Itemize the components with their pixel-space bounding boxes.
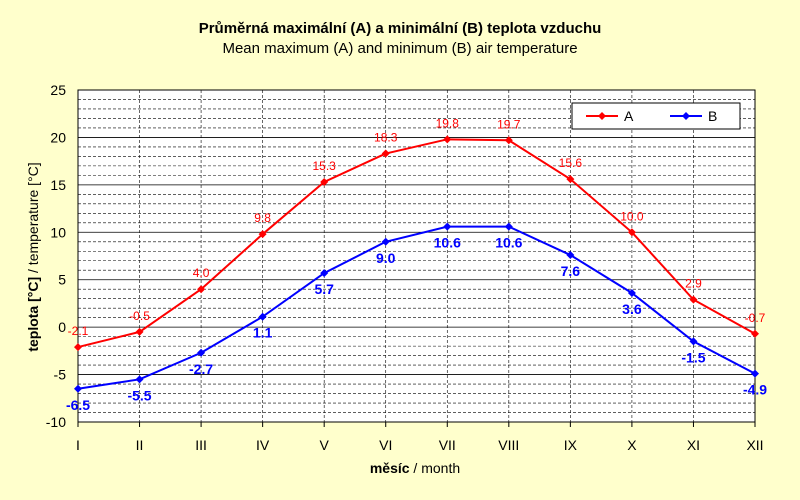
x-tick-label: V bbox=[320, 437, 330, 453]
data-point-A bbox=[135, 327, 144, 336]
x-tick-label: XI bbox=[687, 437, 700, 453]
data-point-B bbox=[381, 237, 390, 246]
data-label-B: 3.6 bbox=[622, 301, 642, 317]
y-tick-label: 5 bbox=[58, 272, 66, 288]
x-axis-title-rest: / month bbox=[410, 460, 461, 476]
data-label-B: -1.5 bbox=[681, 349, 705, 365]
data-label-B: 5.7 bbox=[314, 281, 334, 297]
series-line-A bbox=[77, 138, 756, 349]
legend-label-B: B bbox=[708, 108, 717, 124]
y-axis-title: teplota [°C] / temperature [°C] bbox=[25, 162, 41, 351]
y-tick-label: -10 bbox=[46, 414, 66, 430]
data-point-A bbox=[381, 149, 390, 158]
data-label-A: 4.0 bbox=[193, 266, 210, 280]
x-axis-title-bold: měsíc bbox=[370, 460, 410, 476]
data-label-A: -0.7 bbox=[745, 311, 766, 325]
data-labels: -2.1 -0.5 4.0 9.8 15.3 18.3 19.8 19.7 15.6 10.0 2.… bbox=[66, 116, 767, 412]
data-point-B bbox=[320, 269, 329, 278]
data-point-A bbox=[443, 135, 452, 144]
x-tick-label: VIII bbox=[498, 437, 519, 453]
y-axis-title-rest: / temperature [°C] bbox=[25, 162, 41, 277]
data-label-A: 10.0 bbox=[620, 209, 644, 223]
data-point-B bbox=[689, 337, 698, 346]
legend-marker-B bbox=[682, 112, 690, 120]
data-label-B: 1.1 bbox=[253, 325, 273, 341]
x-tick-label: I bbox=[76, 437, 80, 453]
data-point-A bbox=[258, 230, 267, 239]
data-label-A: 2.9 bbox=[685, 277, 702, 291]
series-layer bbox=[74, 135, 759, 393]
x-tick-label: II bbox=[136, 437, 144, 453]
legend-marker-A bbox=[598, 112, 606, 120]
plot-area bbox=[78, 90, 755, 422]
data-label-A: 15.3 bbox=[313, 159, 337, 173]
data-point-A bbox=[504, 136, 513, 145]
data-point-A bbox=[74, 343, 82, 352]
data-label-A: 19.7 bbox=[497, 117, 521, 131]
data-point-B bbox=[74, 384, 82, 393]
data-point-B bbox=[197, 348, 206, 357]
y-tick-label: 15 bbox=[50, 177, 66, 193]
x-tick-label: VII bbox=[439, 437, 456, 453]
chart-title: Průměrná maximální (A) a minimální (B) t… bbox=[198, 20, 602, 37]
data-label-A: 18.3 bbox=[374, 131, 398, 145]
data-point-B bbox=[443, 222, 452, 231]
data-point-B bbox=[258, 312, 267, 321]
data-point-A bbox=[751, 329, 759, 338]
x-tick-label: X bbox=[627, 437, 637, 453]
series-line-B bbox=[77, 225, 756, 390]
data-label-B: 10.6 bbox=[434, 235, 461, 251]
data-label-B: 10.6 bbox=[495, 235, 522, 251]
data-label-A: -0.5 bbox=[129, 309, 150, 323]
data-label-A: -2.1 bbox=[68, 324, 89, 338]
x-tick-label: III bbox=[195, 437, 207, 453]
data-label-A: 19.8 bbox=[436, 116, 460, 130]
data-label-B: -5.5 bbox=[127, 387, 151, 403]
data-label-B: 9.0 bbox=[376, 250, 396, 266]
data-point-A bbox=[689, 295, 698, 304]
data-point-A bbox=[320, 178, 329, 187]
data-label-B: 7.6 bbox=[561, 263, 581, 279]
data-point-A bbox=[197, 285, 206, 294]
data-label-B: -6.5 bbox=[66, 397, 90, 413]
x-tick-label: XII bbox=[746, 437, 763, 453]
y-tick-label: 25 bbox=[50, 82, 66, 98]
y-tick-label: 0 bbox=[58, 319, 66, 335]
y-tick-label: -5 bbox=[54, 367, 67, 383]
data-point-B bbox=[627, 288, 636, 297]
data-label-B: -2.7 bbox=[189, 361, 213, 377]
x-tick-label: IV bbox=[256, 437, 270, 453]
data-label-A: 15.6 bbox=[559, 156, 583, 170]
y-tick-label: 10 bbox=[50, 224, 66, 240]
y-tick-label: 20 bbox=[50, 129, 66, 145]
legend-label-A: A bbox=[624, 108, 634, 124]
x-axis-title: měsíc / month bbox=[370, 460, 460, 476]
data-point-A bbox=[627, 228, 636, 237]
data-point-B bbox=[566, 251, 575, 260]
y-axis-title-bold: teplota [°C] bbox=[25, 277, 41, 352]
data-point-A bbox=[566, 175, 575, 184]
data-point-B bbox=[504, 222, 513, 231]
data-point-B bbox=[135, 375, 144, 384]
data-point-B bbox=[751, 369, 759, 378]
data-label-A: 9.8 bbox=[254, 211, 271, 225]
legend-box bbox=[571, 102, 741, 130]
plot-frame bbox=[77, 89, 756, 423]
chart-subtitle: Mean maximum (A) and minimum (B) air tem… bbox=[222, 40, 578, 57]
x-tick-label: IX bbox=[564, 437, 578, 453]
data-label-B: -4.9 bbox=[743, 382, 767, 398]
x-tick-label: VI bbox=[379, 437, 392, 453]
